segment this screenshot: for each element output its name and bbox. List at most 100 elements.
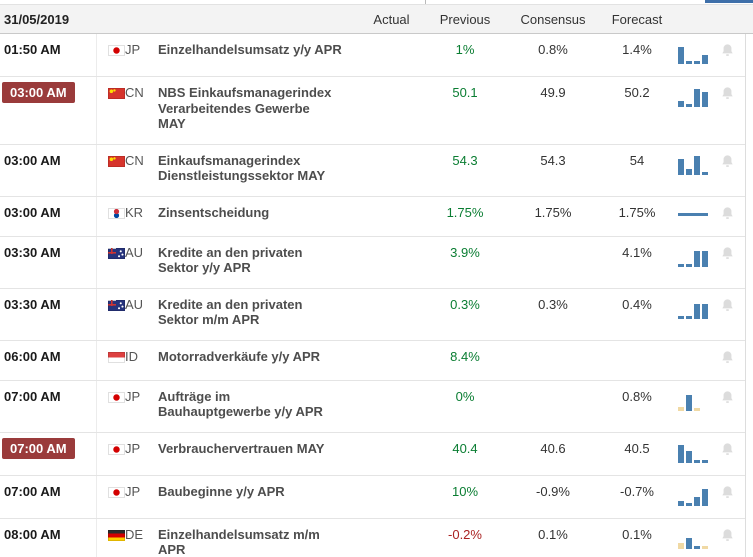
chart-bar — [694, 89, 700, 107]
alert-bell-icon[interactable] — [712, 381, 746, 432]
forecast-value: 40.5 — [624, 440, 650, 456]
country-flag-icon — [97, 237, 125, 288]
calendar-event-row[interactable]: 07:00 AM JP Baubeginne y/y APR 10% -0.9%… — [0, 475, 746, 519]
event-name: Verbrauchervertrauen MAY — [158, 440, 325, 456]
chart-bar — [702, 488, 708, 506]
bell-glyph — [722, 298, 733, 311]
flag-kr-icon — [108, 207, 125, 219]
chart-bar — [686, 394, 692, 411]
chart-bar — [678, 263, 684, 267]
history-mini-chart — [678, 197, 712, 236]
country-flag-icon — [97, 476, 125, 518]
forecast-value: 1.4% — [622, 42, 652, 57]
alert-bell-icon[interactable] — [712, 237, 746, 288]
country-code: AU — [125, 244, 144, 260]
history-mini-chart — [678, 433, 712, 475]
bell-glyph — [722, 246, 733, 259]
alert-bell-icon[interactable] — [712, 341, 746, 380]
actual-value — [363, 341, 420, 380]
country-flag-icon — [97, 145, 125, 196]
actual-value — [363, 145, 420, 196]
chart-bar — [702, 92, 708, 107]
consensus-value — [510, 237, 596, 288]
chart-bar — [694, 545, 700, 549]
calendar-event-row[interactable]: 07:00 AM JP Aufträge im Bauhauptgewerbe … — [0, 380, 746, 433]
chart-bar — [694, 250, 700, 267]
actual-value — [363, 34, 420, 76]
country-code: JP — [125, 440, 141, 456]
event-name: Einzelhandelsumsatz y/y APR — [158, 42, 342, 57]
chart-bar — [678, 542, 684, 549]
history-mini-chart — [678, 145, 712, 196]
mini-bar-chart — [678, 44, 712, 64]
actual-value — [363, 289, 420, 340]
column-header-actual: Actual — [373, 11, 410, 27]
event-name: NBS Einkaufsmanagerindex Verarbeitendes … — [158, 85, 332, 131]
alert-bell-icon[interactable] — [712, 197, 746, 236]
actual-value — [363, 77, 420, 144]
country-code: KR — [125, 204, 144, 220]
mini-flat-line-chart — [678, 212, 708, 216]
country-flag-icon — [97, 341, 125, 380]
chart-bar — [686, 263, 692, 267]
calendar-event-row[interactable]: 03:00 AM CN Einkaufsmanagerindex Dienstl… — [0, 144, 746, 197]
flag-au-icon — [108, 247, 125, 259]
chart-bar — [686, 537, 692, 549]
bell-glyph — [722, 44, 733, 56]
country-code: CN — [125, 152, 144, 168]
country-code: CN — [125, 85, 144, 100]
calendar-event-row[interactable]: 06:00 AM ID Motorradverkäufe y/y APR 8.4… — [0, 340, 746, 381]
previous-value: -0.2% — [448, 526, 482, 542]
calendar-event-row[interactable]: 08:00 AM DE Einzelhandelsumsatz m/m APR … — [0, 518, 746, 557]
alert-bell-icon[interactable] — [712, 519, 746, 557]
chart-bar — [694, 407, 700, 411]
alert-bell-icon[interactable] — [712, 433, 746, 475]
consensus-value: 40.6 — [540, 440, 566, 456]
chart-bar — [686, 61, 692, 64]
consensus-value: 0.3% — [538, 296, 568, 312]
history-mini-chart — [678, 237, 712, 288]
forecast-value: 0.8% — [622, 388, 652, 404]
consensus-value: 0.8% — [538, 42, 568, 57]
calendar-date: 31/05/2019 — [4, 11, 70, 27]
previous-value: 3.9% — [450, 244, 480, 260]
alert-bell-icon[interactable] — [712, 77, 746, 144]
country-flag-icon — [97, 197, 125, 236]
flag-id-icon — [108, 351, 125, 363]
chart-bar — [694, 496, 700, 506]
country-flag-icon — [97, 34, 125, 76]
mini-bar-chart — [678, 299, 712, 319]
alert-bell-icon[interactable] — [712, 34, 746, 76]
calendar-event-row[interactable]: 01:50 AM JP Einzelhandelsumsatz y/y APR … — [0, 34, 745, 77]
alert-bell-icon[interactable] — [712, 476, 746, 518]
mini-bar-chart — [678, 486, 712, 506]
country-flag-icon — [97, 77, 125, 144]
calendar-event-row[interactable]: 03:30 AM AU Kredite an den privaten Sekt… — [0, 236, 746, 289]
event-name: Motorradverkäufe y/y APR — [158, 348, 321, 364]
calendar-event-row[interactable]: 03:00 AM KR Zinsentscheidung 1.75% 1.75%… — [0, 196, 746, 237]
event-time: 06:00 AM — [0, 340, 97, 380]
country-code: DE — [125, 526, 144, 542]
event-time: 03:30 AM — [0, 288, 97, 340]
event-time: 03:30 AM — [0, 236, 97, 288]
alert-bell-icon[interactable] — [712, 289, 746, 340]
alert-bell-icon[interactable] — [712, 145, 746, 196]
bell-glyph — [722, 485, 733, 498]
history-mini-chart — [678, 381, 712, 432]
forecast-value: 54 — [629, 152, 645, 168]
calendar-event-row[interactable]: 07:00 AM JP Verbrauchervertrauen MAY 40.… — [0, 432, 746, 476]
country-code: JP — [125, 483, 141, 499]
previous-value: 1.75% — [446, 204, 484, 220]
event-time: 08:00 AM — [0, 518, 97, 557]
forecast-value: 50.2 — [624, 85, 650, 100]
chart-bar — [686, 502, 692, 506]
previous-value: 10% — [451, 483, 479, 499]
country-code: JP — [125, 42, 141, 57]
event-name: Einkaufsmanagerindex Dienstleistungssekt… — [158, 152, 326, 184]
bell-glyph — [722, 87, 733, 99]
flag-jp-icon — [108, 391, 125, 403]
event-time: 03:00 AM — [0, 144, 97, 196]
chart-bar — [686, 104, 692, 107]
calendar-event-row[interactable]: 03:00 AM CN NBS Einkaufsmanagerindex Ver… — [0, 77, 745, 145]
calendar-event-row[interactable]: 03:30 AM AU Kredite an den privaten Sekt… — [0, 288, 746, 341]
